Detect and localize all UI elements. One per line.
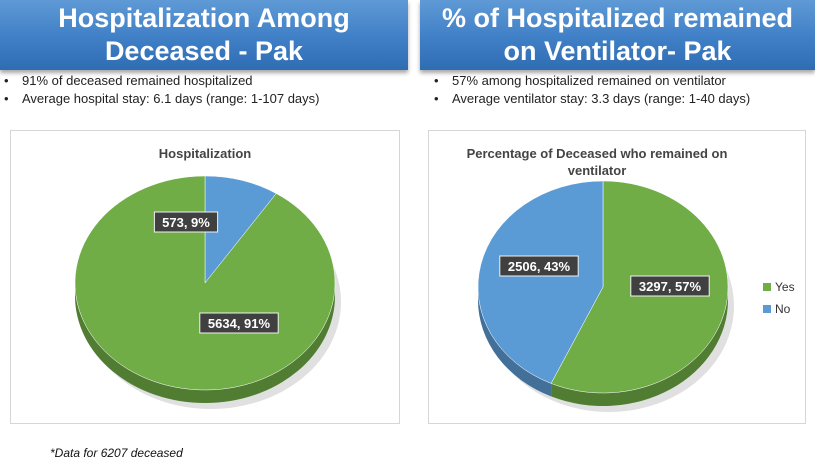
right-title-line-1: % of Hospitalized remained xyxy=(441,3,794,33)
left-title-line-1: Hospitalization Among xyxy=(58,3,350,33)
left-title-line-2: Deceased - Pak xyxy=(104,36,304,66)
ventilator-pie-data-label-yes: 3297, 57% xyxy=(630,275,710,297)
left-bullet-1: 91% of deceased remained hospitalized xyxy=(0,72,320,90)
ventilator-pie-data-label-no: 2506, 43% xyxy=(499,255,579,277)
right-title-line-2: on Ventilator- Pak xyxy=(503,36,732,66)
hospitalization-pie-data-label-yes: 5634, 91% xyxy=(199,312,279,334)
svg-text:2506, 43%: 2506, 43% xyxy=(508,259,571,274)
right-slide-title: % of Hospitalized remained on Ventilator… xyxy=(420,0,815,70)
ventilator-chart-title-line-2: ventilator xyxy=(568,163,627,178)
left-slide-title: Hospitalization Among Deceased - Pak xyxy=(0,0,408,70)
ventilator-pie-side-no xyxy=(478,287,552,397)
ventilator-chart-title-line-1: Percentage of Deceased who remained on xyxy=(467,146,728,161)
data-footnote: *Data for 6207 deceased xyxy=(50,446,183,460)
ventilator-pie-side-yes xyxy=(551,287,728,407)
right-bullet-list: 57% among hospitalized remained on venti… xyxy=(430,72,750,108)
legend-swatch-yes xyxy=(763,283,771,291)
right-bullet-1: 57% among hospitalized remained on venti… xyxy=(430,72,750,90)
legend-item-no: No xyxy=(763,302,791,316)
hospitalization-chart-panel: Hospitalization 573, 9% 5634, 91% xyxy=(10,130,400,424)
hospitalization-pie-data-label-no: 573, 9% xyxy=(153,211,219,233)
ventilator-pie-chart: Percentage of Deceased who remained on v… xyxy=(467,146,795,412)
legend-item-yes: Yes xyxy=(763,280,795,294)
svg-text:573, 9%: 573, 9% xyxy=(162,215,210,230)
hospitalization-pie-slice-yes xyxy=(74,175,336,391)
ventilator-chart-panel: Percentage of Deceased who remained on v… xyxy=(428,130,806,424)
right-bullet-2: Average ventilator stay: 3.3 days (range… xyxy=(430,90,750,108)
hospitalization-pie-chart: Hospitalization 573, 9% 5634, 91% xyxy=(74,146,341,409)
legend-label-no: No xyxy=(775,302,791,316)
hospitalization-chart-title: Hospitalization xyxy=(159,146,252,161)
svg-text:5634, 91%: 5634, 91% xyxy=(208,316,271,331)
svg-text:3297, 57%: 3297, 57% xyxy=(639,279,702,294)
legend-swatch-no xyxy=(763,305,771,313)
left-bullet-2: Average hospital stay: 6.1 days (range: … xyxy=(0,90,320,108)
left-bullet-list: 91% of deceased remained hospitalized Av… xyxy=(0,72,320,108)
legend-label-yes: Yes xyxy=(775,280,795,294)
ventilator-pie-slice-no xyxy=(477,180,604,384)
